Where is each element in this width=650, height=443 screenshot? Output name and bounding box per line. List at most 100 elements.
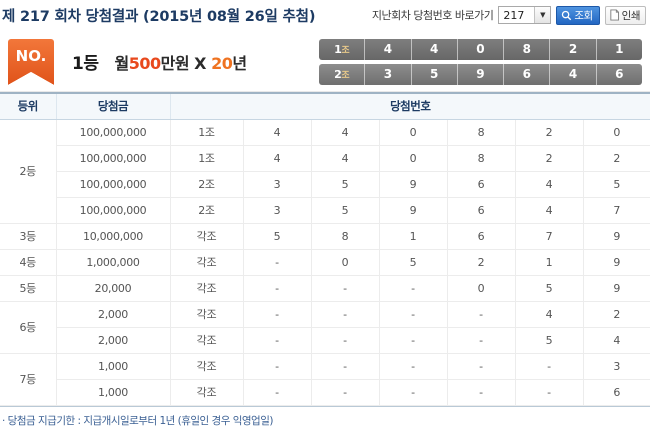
rank-cell: 6등 [0, 301, 57, 354]
first-rank-label: 1등 [72, 54, 99, 74]
number-cell: 4 [311, 145, 380, 172]
table-row: 100,000,000 1조 4 4 0 8 2 2 [0, 145, 650, 172]
number-cell: 9 [583, 223, 650, 250]
prize-cell: 1,000,000 [56, 249, 171, 276]
chevron-down-icon[interactable]: ▼ [534, 7, 551, 23]
group-cell: 각조 [170, 223, 244, 250]
prize-cell: 20,000 [56, 275, 171, 302]
number-cell: 0 [311, 249, 380, 276]
number-cell: - [243, 353, 312, 380]
number-cell: - [515, 353, 584, 380]
prize-times-symbol: X [194, 53, 206, 73]
rank-cell: 4등 [0, 249, 57, 276]
table-row: 3등 10,000,000 각조 5 8 1 6 7 9 [0, 223, 650, 250]
number-cell: 8 [311, 223, 380, 250]
number-cell: 5 [515, 327, 584, 354]
first-prize-amount: 월500만원 X 20년 [114, 50, 247, 74]
results-table: 등위 당첨금 당첨번호 2등 100,000,000 1조 4 4 0 8 2 0 100,000… [0, 92, 650, 406]
number-cell: 4 [311, 119, 380, 146]
prize-cell: 1,000 [56, 379, 171, 406]
prize-cell: 100,000,000 [56, 197, 171, 224]
number-cell: 2 [515, 145, 584, 172]
col-header-prize: 당첨금 [56, 92, 171, 120]
group-cell: 1조 [170, 145, 244, 172]
prize-monthly-amount: 500 [128, 53, 161, 73]
bar1-group-number: 1 [334, 42, 342, 56]
number-cell: - [515, 379, 584, 406]
bar1-digit: 4 [365, 38, 412, 60]
print-button[interactable]: 인쇄 [604, 5, 646, 25]
number-cell: 8 [447, 119, 516, 146]
prize-cell: 2,000 [56, 301, 171, 328]
table-row: 7등 1,000 각조 - - - - -3 [0, 353, 650, 406]
round-select[interactable]: 217 ▼ [498, 6, 552, 24]
page-title: 제 217 회차 당첨결과 (2015년 08월 26일 추첨) [2, 8, 316, 25]
group-cell: 각조 [170, 301, 244, 328]
group-cell: 2조 [170, 171, 244, 198]
table-row: 100,000,000 2조 3 5 9 6 4 7 [0, 197, 650, 224]
table-header-row: 등위 당첨금 당첨번호 [0, 92, 650, 120]
bar1-digit: 1 [615, 42, 624, 56]
number-cell: 2 [447, 249, 516, 276]
number-cell: 5 [243, 223, 312, 250]
bar2-group-label: 조 [341, 70, 350, 81]
bar2-digit: 6 [504, 63, 551, 85]
number-cell: - [311, 379, 380, 406]
print-button-label: 인쇄 [621, 9, 641, 22]
top-bar-controls: 지난회차 당첨번호 바로가기 217 ▼ 조회 인쇄 [372, 5, 646, 25]
payment-deadline-note: · 당첨금 지급기한 : 지급개시일로부터 1년 (휴일인 경우 익영업일) [0, 405, 650, 428]
rank-cell: 7등 [0, 353, 57, 406]
group-cell: 2조 [170, 197, 244, 224]
rank-cell: 3등 [0, 223, 57, 250]
table-row: 2등 100,000,000 1조 4 4 0 8 2 0 [0, 119, 650, 224]
number-cell: 3 [583, 353, 650, 380]
number-cell: 4 [515, 301, 584, 328]
number-ribbon-badge: NO. [8, 38, 54, 85]
group-cell: 각조 [170, 353, 244, 380]
number-cell: 4 [515, 171, 584, 198]
prize-years: 20 [211, 53, 233, 73]
round-select-value: 217 [503, 8, 525, 22]
bar1-digit: 8 [504, 38, 551, 60]
number-cell: 6 [583, 379, 650, 406]
number-cell: - [447, 301, 516, 328]
number-cell: 0 [379, 119, 448, 146]
group-cell: 1조 [170, 119, 244, 146]
ribbon-label: NO. [15, 46, 47, 65]
number-cell: 1 [515, 249, 584, 276]
search-button[interactable]: 조회 [556, 5, 600, 25]
group-cell: 각조 [170, 379, 244, 406]
number-cell: 7 [515, 223, 584, 250]
number-cell: - [243, 275, 312, 302]
table-row: 6등 2,000 각조 - - - -4 2 [0, 301, 650, 354]
number-cell: - [379, 379, 448, 406]
number-cell: 3 [243, 197, 312, 224]
bar1-digit: 0 [458, 38, 505, 60]
printer-icon [609, 9, 620, 21]
group-cell: 각조 [170, 249, 244, 276]
number-cell: - [379, 275, 448, 302]
bar1-digit: 2 [550, 38, 597, 60]
number-cell: 5 [311, 197, 380, 224]
number-cell: 9 [583, 275, 650, 302]
prize-cell: 1,000 [56, 353, 171, 380]
search-button-label: 조회 [574, 9, 593, 22]
number-cell: - [311, 275, 380, 302]
prize-cell: 100,000,000 [56, 119, 171, 146]
number-cell: - [243, 301, 312, 328]
number-cell: 5 [379, 249, 448, 276]
number-cell: 0 [447, 275, 516, 302]
magnifier-icon [561, 10, 572, 21]
number-cell: 9 [379, 171, 448, 198]
table-row: 5등 20,000 각조 - - -0 5 9 [0, 275, 650, 302]
col-header-numbers: 당첨번호 [170, 92, 650, 120]
group-cell: 각조 [170, 327, 244, 354]
top-bar: 제 217 회차 당첨결과 (2015년 08월 26일 추첨) 지난회차 당첨… [0, 0, 650, 30]
number-cell: - [379, 301, 448, 328]
bar2-digit: 5 [412, 63, 458, 85]
table-row: 2,000 각조 - - - -5 4 [0, 327, 650, 354]
